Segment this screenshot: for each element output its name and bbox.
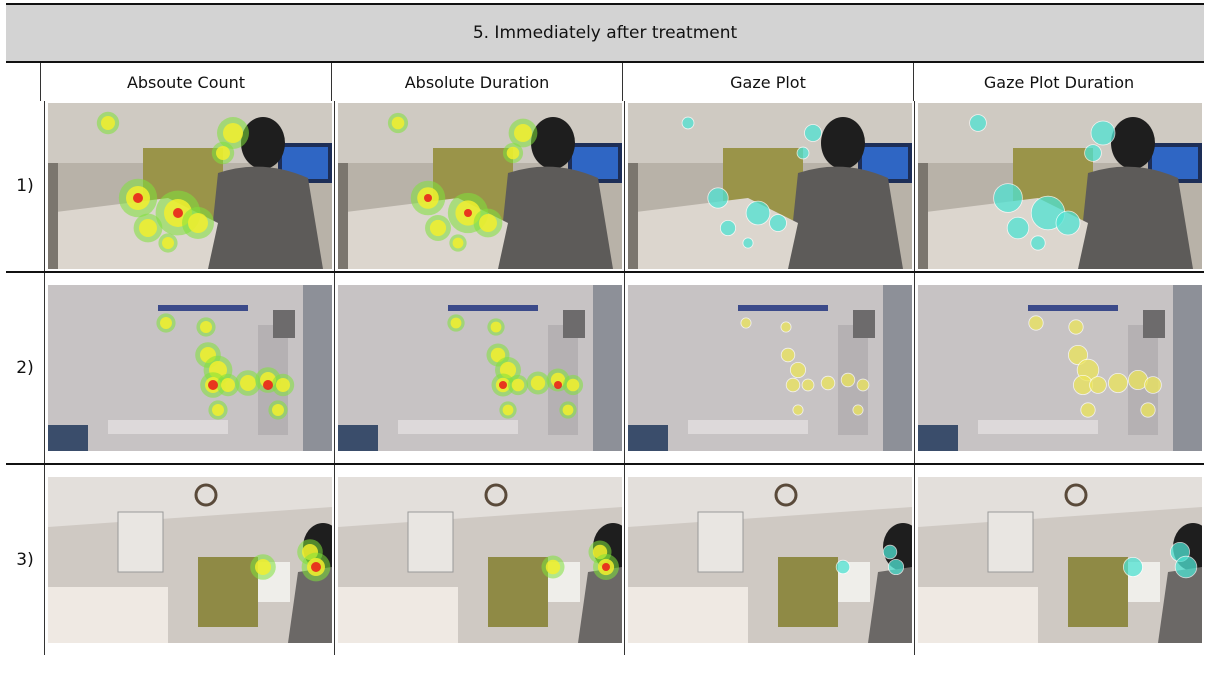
- row-label: 3): [16, 550, 34, 570]
- scene-thumbnail: [627, 285, 912, 451]
- result-cell: [624, 101, 914, 271]
- result-cell: [914, 465, 1204, 655]
- scene-thumbnail: [627, 103, 912, 269]
- result-cell: [334, 101, 624, 271]
- column-header-absolute-count: Absoute Count: [40, 63, 331, 101]
- result-cell: [334, 273, 624, 463]
- table-row: 3): [6, 463, 1204, 655]
- row-label: 2): [16, 358, 34, 378]
- scene-thumbnail: [627, 477, 912, 643]
- scene-thumbnail: [917, 103, 1202, 269]
- result-cell: [914, 273, 1204, 463]
- table-row: 2): [6, 271, 1204, 463]
- row-label: 1): [16, 176, 34, 196]
- scene-thumbnail: [47, 103, 332, 269]
- scene-thumbnail: [337, 477, 622, 643]
- column-header-row: Absoute Count Absolute Duration Gaze Plo…: [6, 63, 1204, 101]
- result-cell: [624, 273, 914, 463]
- result-cell: [44, 273, 334, 463]
- scene-thumbnail: [47, 477, 332, 643]
- result-cell: [44, 465, 334, 655]
- table-body: 1) 2) 3): [6, 101, 1204, 655]
- row-label-spacer: [6, 63, 40, 101]
- scene-thumbnail: [337, 285, 622, 451]
- table-row: 1): [6, 101, 1204, 271]
- column-header-absolute-duration: Absolute Duration: [331, 63, 622, 101]
- result-cell: [624, 465, 914, 655]
- table-title: 5. Immediately after treatment: [6, 3, 1204, 63]
- result-cell: [44, 101, 334, 271]
- results-table: 5. Immediately after treatment Absoute C…: [6, 3, 1204, 655]
- scene-thumbnail: [47, 285, 332, 451]
- scene-thumbnail: [337, 103, 622, 269]
- column-header-gaze-plot: Gaze Plot: [622, 63, 913, 101]
- result-cell: [334, 465, 624, 655]
- result-cell: [914, 101, 1204, 271]
- column-header-gaze-plot-duration: Gaze Plot Duration: [913, 63, 1204, 101]
- scene-thumbnail: [917, 285, 1202, 451]
- scene-thumbnail: [917, 477, 1202, 643]
